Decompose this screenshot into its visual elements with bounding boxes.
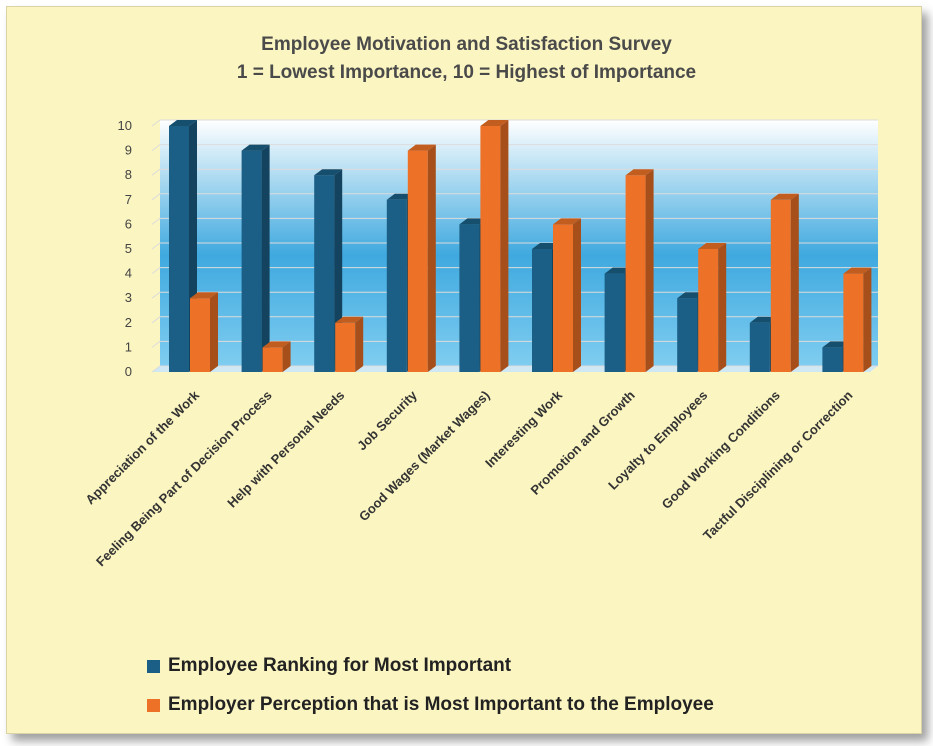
bar-front [262, 347, 283, 372]
bar [314, 169, 343, 372]
y-tick-label: 6 [125, 216, 132, 231]
x-category-label: Good Wages (Market Wages) [356, 388, 493, 525]
bar [335, 316, 364, 372]
chart-subtitle: 1 = Lowest Importance, 10 = Highest of I… [236, 62, 697, 83]
bar-front [677, 298, 698, 372]
bar [770, 193, 799, 372]
x-category-label: Good Working Conditions [659, 388, 783, 512]
bar-top [625, 169, 654, 176]
bar-front [698, 249, 719, 372]
bar-side [790, 193, 799, 372]
bar-front [770, 199, 791, 372]
bar-side [863, 267, 872, 372]
bar-top [335, 316, 364, 323]
bar-top [407, 144, 436, 151]
bar [241, 144, 270, 372]
bar-top [843, 267, 872, 274]
bar [407, 144, 436, 372]
y-tick-label: 10 [118, 118, 132, 133]
x-category-label: Interesting Work [482, 387, 566, 471]
bar [262, 341, 291, 372]
bar-front [822, 347, 843, 372]
bar-front [407, 150, 428, 372]
y-tick-label: 7 [125, 192, 132, 207]
bar [553, 218, 581, 372]
bar-side [718, 243, 727, 372]
legend-swatch-employee [147, 659, 160, 673]
bar-front [190, 298, 210, 372]
x-category-label: Help with Personal Needs [224, 388, 347, 511]
bar-front [843, 273, 864, 372]
bar-side [573, 218, 581, 372]
bar-front [553, 224, 573, 372]
x-category-label: Appreciation of the Work [82, 387, 202, 507]
bar-front [169, 126, 189, 372]
bar-top [480, 120, 509, 126]
y-tick-label: 8 [125, 167, 132, 182]
bar-top [241, 144, 270, 151]
bar-front [480, 126, 501, 372]
bar [843, 267, 872, 372]
bar-top [169, 120, 197, 126]
bar-side [210, 292, 218, 372]
y-tick-label: 4 [125, 266, 132, 281]
x-category-label: Job Security [354, 387, 420, 453]
x-category-label: Tactful Disciplining or Correction [700, 387, 856, 543]
legend-swatch-employer [147, 698, 160, 712]
bar-side [427, 144, 436, 372]
y-tick-label: 2 [125, 315, 132, 330]
legend-label-employer: Employer Perception that is Most Importa… [168, 694, 714, 715]
gridline [151, 119, 878, 127]
bar-front [335, 322, 356, 372]
bar [190, 292, 218, 372]
bar-front [625, 175, 646, 372]
bar-top [698, 243, 727, 249]
y-tick-label: 3 [125, 290, 132, 305]
bar-front [532, 249, 552, 372]
y-tick-label: 1 [125, 339, 132, 354]
bar-front [459, 224, 480, 372]
bar-side [500, 120, 509, 372]
bar-side [645, 169, 654, 372]
bar-top [262, 341, 291, 348]
bar-front [241, 150, 262, 372]
legend-item-employer: Employer Perception that is Most Importa… [147, 694, 714, 716]
legend-label-employee: Employee Ranking for Most Important [168, 655, 512, 676]
bar-front [386, 199, 407, 372]
bar-top [190, 292, 218, 299]
legend-item-employee: Employee Ranking for Most Important [147, 655, 511, 677]
bar-front [604, 273, 625, 372]
y-tick-label: 5 [125, 241, 132, 256]
bar-front [749, 322, 770, 372]
y-tick-label: 9 [125, 143, 132, 158]
bar-top [314, 169, 343, 176]
gridline [151, 144, 878, 152]
bar [480, 120, 509, 372]
bar [698, 243, 727, 372]
bar-top [553, 218, 581, 225]
chart-title: Employee Motivation and Satisfaction Sur… [261, 34, 672, 55]
y-tick-label: 0 [125, 364, 132, 379]
bar-side [261, 144, 270, 372]
bar-side [282, 341, 291, 372]
bar-front [314, 175, 335, 372]
bar [625, 169, 654, 372]
bar-top [770, 193, 799, 200]
bar-side [355, 316, 364, 372]
